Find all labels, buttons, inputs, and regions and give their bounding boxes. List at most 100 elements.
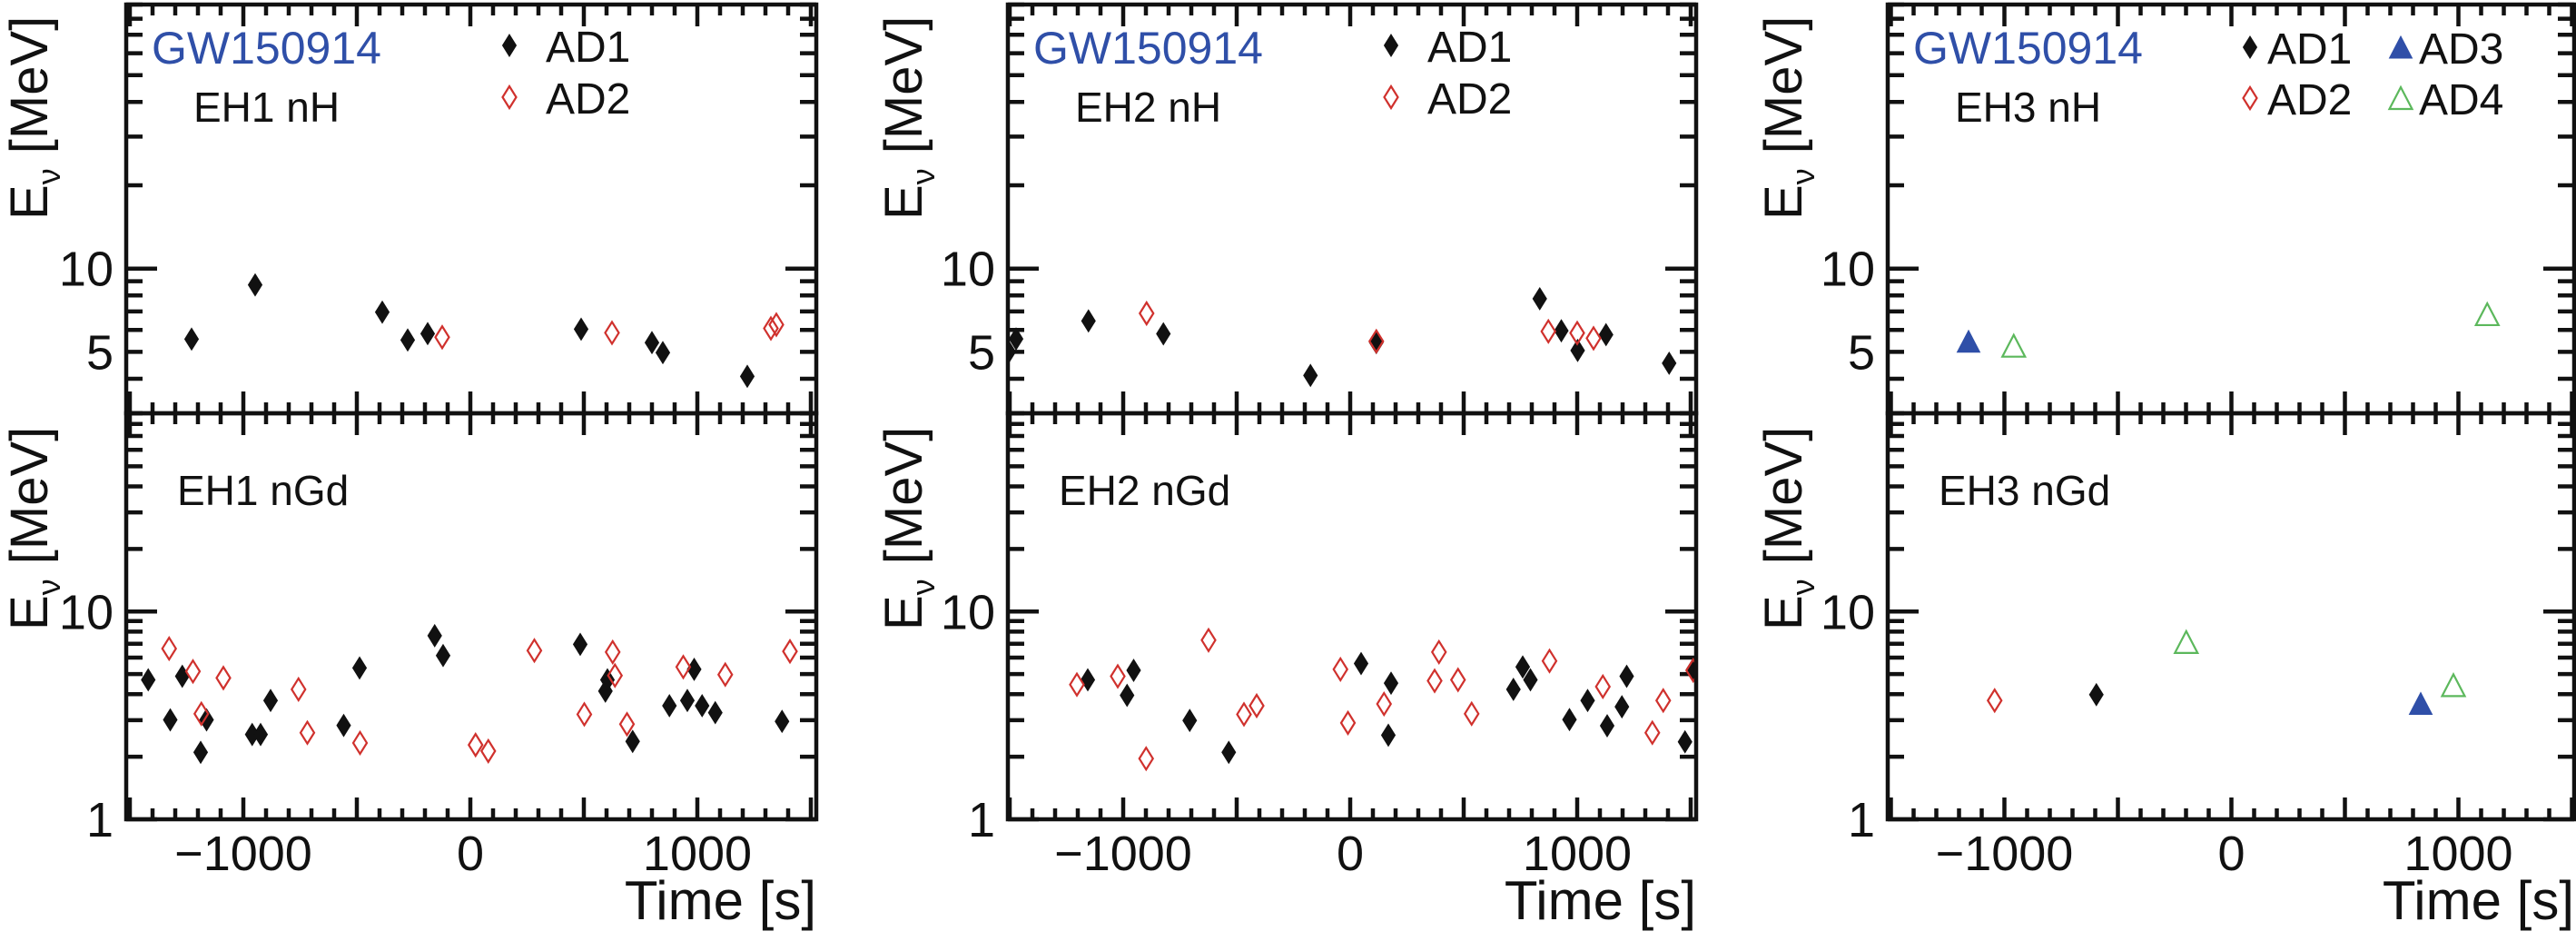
- data-point-ad4: [2440, 671, 2467, 698]
- data-point-ad1: [1570, 338, 1585, 362]
- panel-label: EH1 nH: [193, 84, 340, 131]
- data-point-ad1: [599, 668, 616, 692]
- panel-label: EH1 nGd: [177, 467, 349, 514]
- data-point-ad2: [1643, 719, 1661, 746]
- data-points: [141, 623, 798, 765]
- y-tick-label: 10: [941, 585, 995, 639]
- data-point-ad2: [716, 661, 734, 688]
- data-point-ad1: [625, 729, 640, 754]
- data-point-ad2: [1585, 325, 1602, 352]
- legend-filled-diamond-icon: [501, 34, 518, 57]
- legend-item-ad2: AD2: [2242, 76, 2352, 124]
- legend-filled-diamond-icon: [1383, 34, 1399, 57]
- series-ad1: [1008, 286, 1677, 388]
- series-ad1: [1080, 651, 1696, 765]
- data-point-ad1: [1598, 322, 1614, 347]
- series-ad3: [2408, 691, 2433, 715]
- legend-item-ad1: AD1: [501, 24, 630, 72]
- data-points: [1008, 286, 1677, 388]
- legend-item-ad1: AD1: [2242, 25, 2352, 74]
- panel-label: EH2 nGd: [1059, 467, 1230, 514]
- data-point-ad2: [1069, 671, 1085, 698]
- data-point-ad2: [1594, 673, 1612, 700]
- y-tick-label: 10: [1821, 585, 1875, 639]
- data-point-ad2: [526, 638, 543, 664]
- legend-label: AD4: [2419, 76, 2503, 124]
- data-point-ad2: [1449, 667, 1466, 693]
- plot-frame: [1005, 411, 1699, 822]
- data-point-ad1: [573, 317, 589, 342]
- legend-open-diamond-icon: [1383, 84, 1399, 111]
- data-point-ad2: [1110, 663, 1126, 689]
- legend-item-ad3: AD3: [2388, 25, 2503, 74]
- data-point-ad2: [192, 700, 210, 727]
- event-title: GW150914: [1033, 23, 1263, 74]
- data-point-ad1: [183, 327, 200, 352]
- data-point-ad1: [1505, 678, 1521, 701]
- data-point-ad1: [1221, 740, 1237, 765]
- data-point-ad2: [215, 665, 232, 691]
- y-axis-title: Eν [MeV]: [874, 16, 942, 220]
- series-ad1: [183, 272, 755, 389]
- data-point-ad1: [374, 300, 390, 324]
- legend-label: AD3: [2419, 25, 2503, 74]
- data-point-ad2: [675, 654, 692, 680]
- data-point-ad1: [655, 341, 671, 365]
- data-point-ad1: [1126, 659, 1141, 682]
- plot-frame: [123, 411, 819, 822]
- data-point-ad1: [262, 688, 279, 713]
- y-tick-label: 1: [1848, 793, 1875, 847]
- data-point-ad2: [1430, 639, 1447, 665]
- legend-label: AD1: [1427, 24, 1512, 72]
- series-ad2: [1986, 688, 2003, 714]
- data-point-ad2: [1367, 328, 1385, 354]
- x-tick-label: −1000: [1936, 827, 2074, 881]
- series-ad1: [141, 623, 790, 765]
- legend-label: AD1: [546, 24, 630, 72]
- series-ad2: [1069, 627, 1696, 772]
- data-point-ad1: [1081, 309, 1096, 333]
- y-tick-label: 10: [1821, 243, 1875, 297]
- event-title: GW150914: [152, 23, 381, 74]
- x-axis-title: Time [s]: [2383, 870, 2574, 931]
- data-point-ad1: [662, 694, 677, 718]
- series-ad3: [1956, 329, 1981, 353]
- data-point-ad1: [1368, 331, 1384, 355]
- legend-open-diamond-icon: [2242, 84, 2258, 112]
- data-point-ad2: [1376, 690, 1393, 718]
- y-tick-label: 1: [86, 793, 114, 847]
- panel-eh1-ngd: −1000 0 1000 1 10 Time [s] Eν [MeV] EH1 nGd: [0, 411, 819, 931]
- data-point-ad2: [1986, 688, 2003, 714]
- data-point-ad1: [435, 643, 451, 668]
- data-point-ad2: [618, 711, 636, 738]
- legend-label: AD1: [2267, 25, 2352, 74]
- data-point-ad1: [247, 272, 263, 297]
- legend-filled-diamond-icon: [2242, 35, 2258, 59]
- x-tick-label: 0: [2217, 827, 2245, 881]
- y-tick-label: 5: [1848, 325, 1875, 380]
- data-point-ad1: [400, 328, 416, 352]
- y-axis: 5 10: [941, 2, 1696, 416]
- x-tick-label: −1000: [174, 827, 312, 881]
- legend-item-ad4: AD4: [2387, 76, 2503, 124]
- data-point-ad1: [1662, 351, 1677, 375]
- legend-label: AD2: [2267, 76, 2352, 124]
- data-point-ad2: [1463, 700, 1480, 727]
- y-axis: 1 10: [59, 411, 816, 847]
- data-point-ad1: [427, 623, 442, 648]
- legend-open-triangle-icon: [2387, 84, 2414, 111]
- series-ad4: [2000, 301, 2501, 358]
- y-tick-label: 10: [941, 243, 995, 297]
- series-ad2: [434, 312, 785, 351]
- data-point-ad1: [1303, 363, 1318, 388]
- x-tick-label: 0: [457, 827, 484, 881]
- data-point-ad1: [572, 632, 588, 657]
- x-axis-title: Time [s]: [1505, 870, 1696, 931]
- data-point-ad2: [604, 320, 620, 346]
- data-point-ad2: [161, 636, 178, 662]
- data-point-ad2: [479, 738, 497, 764]
- x-axis: [1889, 5, 2574, 413]
- data-point-ad1: [163, 708, 178, 732]
